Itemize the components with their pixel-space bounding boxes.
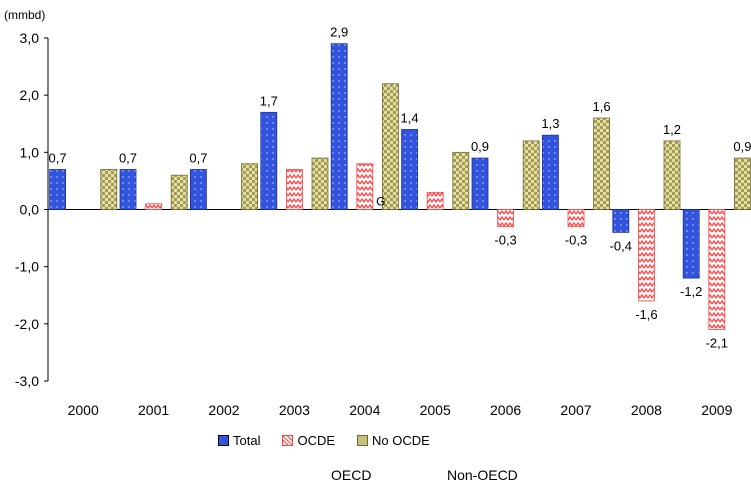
y-tick-label: 2,0 (20, 87, 40, 103)
bar-ocde (567, 209, 585, 228)
data-label: -1,6 (635, 307, 657, 322)
data-label: 0,9 (733, 139, 751, 154)
data-label: 0,9 (471, 139, 489, 154)
bar-ocde (497, 209, 515, 228)
x-tick-label: 2000 (68, 402, 99, 418)
footnote-oecd: OECD (331, 467, 372, 483)
y-tick-label: -1,0 (15, 259, 39, 275)
bar-total (471, 157, 489, 210)
data-label: -2,1 (706, 336, 728, 351)
legend-label-ocde: OCDE (297, 432, 336, 448)
data-label: 2,9 (330, 25, 348, 40)
legend: Total OCDE No OCDE (218, 430, 452, 450)
data-label: 0,7 (49, 150, 67, 165)
data-label: 1,2 (663, 122, 681, 137)
y-tick-label: -2,0 (15, 316, 39, 332)
bar-chart: 3,0 2,0 1,0 0,0 -1,0 -2,0 -3,0 (mmbd) 2000 2001 20… (4, 8, 751, 418)
x-tick-label: 2009 (701, 402, 732, 418)
x-tick-label: 2005 (420, 402, 451, 418)
bar-total (682, 209, 700, 279)
bar-no-ocde (100, 169, 118, 210)
legend-label-total: Total (233, 432, 261, 448)
data-label: 0,7 (189, 150, 207, 165)
x-tick-label: 2004 (349, 402, 380, 418)
x-tick-label: 2006 (490, 402, 521, 418)
legend-swatch-total (218, 434, 229, 446)
legend-item-total: Total (218, 433, 260, 448)
y-tick-label: 0,0 (20, 202, 40, 218)
data-label: -0,4 (610, 238, 632, 253)
footnote-non-oecd: Non-OECD (447, 467, 518, 483)
bar-ocde (708, 209, 726, 330)
x-tick-label: 2002 (208, 402, 239, 418)
y-unit-label: (mmbd) (4, 8, 45, 22)
bar-total (612, 209, 630, 233)
bar-no-ocde (663, 140, 681, 210)
bar-ocde (638, 209, 655, 302)
data-label: 1,3 (541, 116, 559, 131)
data-label: 0,7 (119, 150, 137, 165)
bar-total (119, 169, 137, 210)
bar-total (542, 134, 559, 210)
data-label: 1,4 (401, 110, 419, 125)
legend-item-no-ocde: No OCDE (357, 433, 430, 448)
data-label: -1,2 (680, 284, 702, 299)
bar-no-ocde (452, 151, 470, 210)
bar-no-ocde (734, 157, 751, 210)
data-label: 1,7 (260, 93, 278, 108)
legend-label-no-ocde: No OCDE (372, 432, 430, 448)
data-label: -0,3 (494, 233, 516, 248)
bar-total (49, 169, 66, 210)
x-tick-label: 2007 (560, 402, 591, 418)
bar-total (330, 43, 348, 210)
bar-ocde (285, 169, 303, 210)
x-tick-label: 2008 (631, 402, 662, 418)
x-tick-label: 2001 (138, 402, 169, 418)
bar-total (401, 129, 419, 210)
bar-no-ocde (311, 157, 329, 210)
bar-no-ocde (593, 117, 610, 210)
chart-annotation: G (376, 195, 385, 209)
x-tick-label: 2003 (279, 402, 310, 418)
bar-ocde (145, 203, 163, 210)
y-tick-label: 1,0 (20, 144, 40, 160)
bar-ocde (426, 191, 444, 210)
y-tick-label: -3,0 (15, 373, 39, 389)
bar-ocde (356, 163, 374, 210)
legend-swatch-ocde (282, 434, 294, 446)
bar-no-ocde (522, 140, 540, 210)
legend-item-ocde: OCDE (282, 433, 335, 448)
legend-swatch-no-ocde (357, 434, 369, 446)
bar-total (189, 169, 207, 210)
data-label: 1,6 (593, 99, 611, 114)
bar-total (260, 111, 278, 210)
y-tick-label: 3,0 (20, 30, 40, 46)
bar-no-ocde (381, 83, 399, 210)
bar-no-ocde (241, 163, 259, 210)
bar-no-ocde (170, 174, 188, 210)
data-label: -0,3 (565, 233, 587, 248)
